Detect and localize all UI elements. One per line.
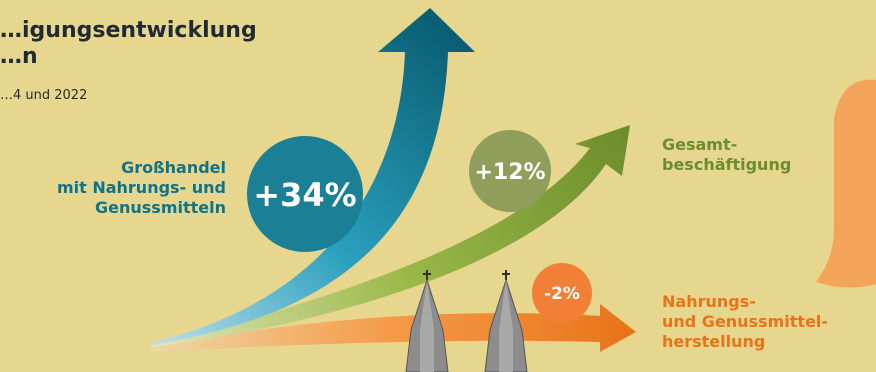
series-label-food-production: Nahrungs- und Genussmittel- herstellung bbox=[662, 292, 829, 351]
bubble-total bbox=[469, 130, 551, 212]
decorative-orange-shape bbox=[816, 79, 876, 288]
chart-subtitle: …4 und 2022 bbox=[0, 88, 88, 103]
arrow-wholesale bbox=[150, 8, 475, 345]
bubble-wholesale bbox=[247, 136, 363, 252]
data-label-wholesale: +34% bbox=[253, 176, 356, 214]
data-label-total: +12% bbox=[474, 160, 545, 185]
church-spires-icon bbox=[405, 270, 528, 372]
chart-title: …igungsentwicklung …n bbox=[0, 18, 257, 69]
bubble-food-production bbox=[532, 263, 592, 323]
data-label-food-production: -2% bbox=[544, 284, 580, 304]
series-label-total: Gesamt- beschäftigung bbox=[662, 135, 792, 174]
series-label-wholesale: Großhandel mit Nahrungs- und Genussmitte… bbox=[56, 158, 226, 217]
